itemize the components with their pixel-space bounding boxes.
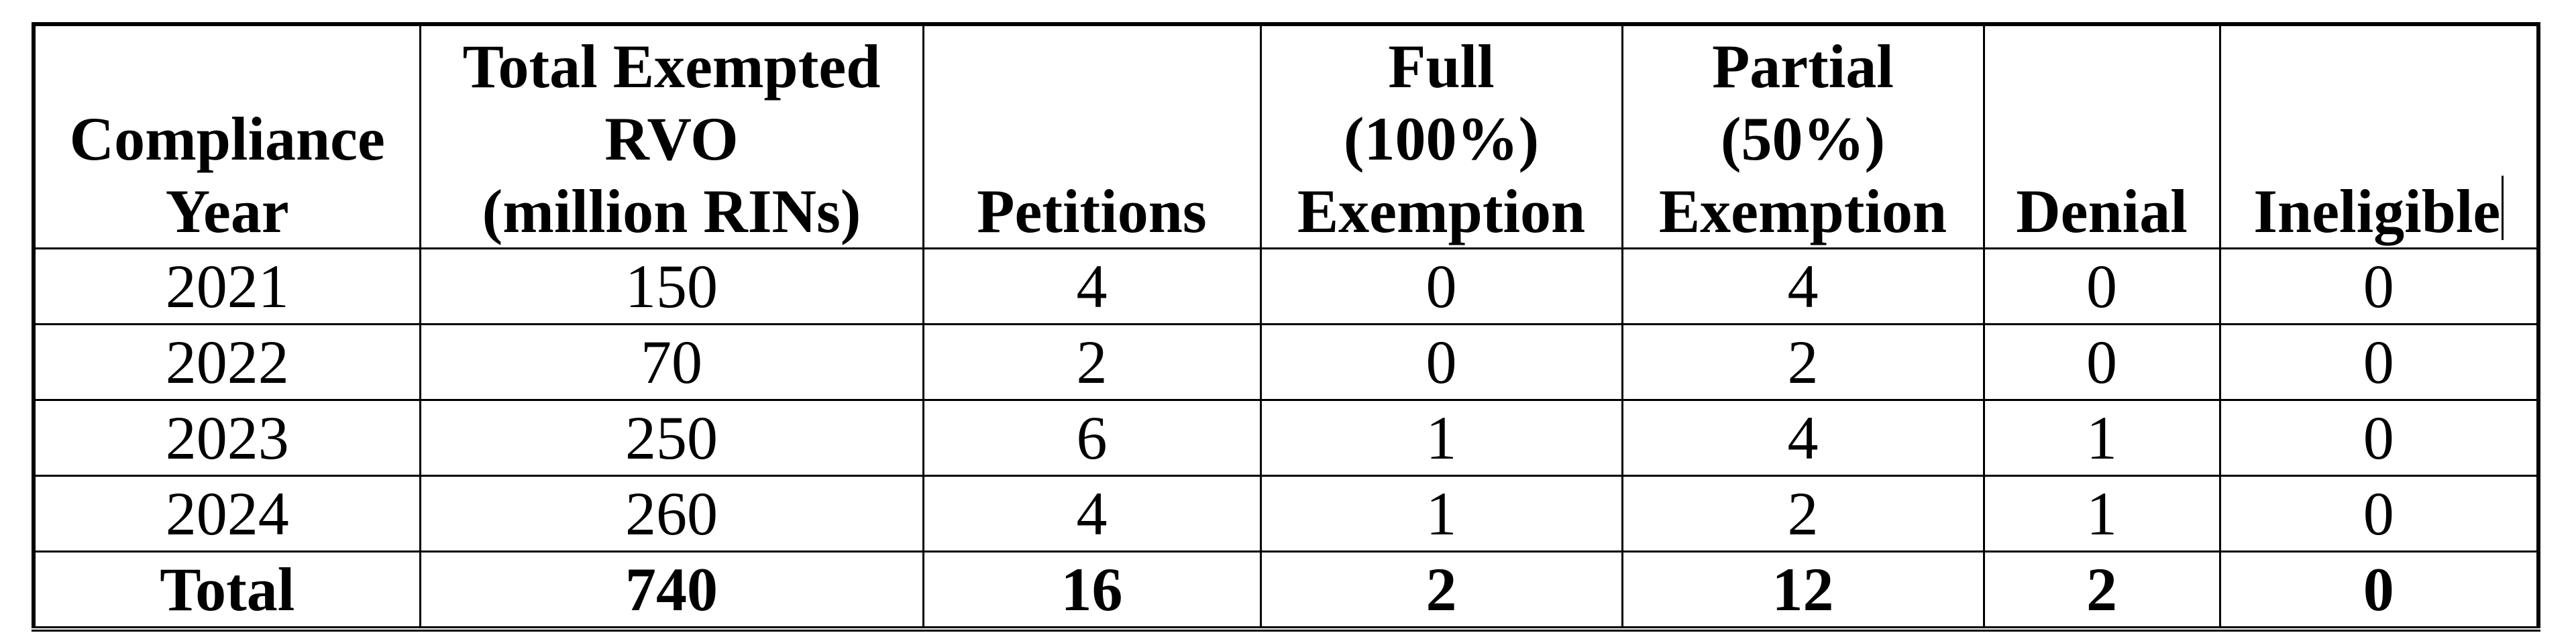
header-line: (100%) [1343,105,1540,173]
table-cell: 4 [922,247,1262,325]
table-cell: 0 [1982,247,2221,325]
table-cell: 740 [419,550,924,630]
header-line: Denial [2016,177,2188,245]
header-line: Total Exempted [462,32,881,101]
table-cell: 1 [1259,475,1623,553]
header-denial: Denial [1982,23,2221,249]
header-line: Exemption [1297,177,1586,245]
table-cell: 16 [922,550,1262,630]
header-row: Compliance Year Total Exempted RVO (million… [32,23,2540,249]
table-cell: 0 [1982,323,2221,401]
header-line: Year [165,177,289,245]
table-cell: 1 [1982,399,2221,477]
table-cell: 2 [922,323,1262,401]
header-line: Compliance [69,105,385,173]
table-cell: 0 [1259,323,1623,401]
header-ineligible: Ineligible [2218,23,2540,249]
table-cell: 12 [1621,550,1985,630]
table-cell: 150 [419,247,924,325]
table-cell: 70 [419,323,924,401]
table-cell: 4 [1621,247,1985,325]
table-cell: 6 [922,399,1262,477]
table-row: 2023 250 6 1 4 1 0 [32,399,2540,477]
table-cell: 0 [1259,247,1623,325]
table-cell: 1 [1259,399,1623,477]
text-cursor [2502,176,2504,240]
header-line: Exemption [1658,177,1947,245]
header-total-exempted-rvo: Total Exempted RVO (million RINs) [419,23,924,249]
row-label-cell: 2021 [32,247,421,325]
table-row: 2024 260 4 1 2 1 0 [32,475,2540,553]
header-line: RVO [604,105,739,173]
header-compliance-year: Compliance Year [32,23,421,249]
table-cell: 0 [2218,550,2540,630]
row-label-cell: 2024 [32,475,421,553]
row-label-cell: Total [32,550,421,630]
table-cell: 0 [2218,475,2540,553]
row-label-cell: 2022 [32,323,421,401]
table-row: 2021 150 4 0 4 0 0 [32,247,2540,325]
header-line: Partial [1712,32,1894,101]
header-line: Full [1388,32,1495,101]
table-cell: 2 [1621,475,1985,553]
table-cell: 1 [1982,475,2221,553]
table-cell: 0 [2218,247,2540,325]
table-row: 2022 70 2 0 2 0 0 [32,323,2540,401]
table-cell: 0 [2218,399,2540,477]
header-line: (million RINs) [482,177,861,245]
table-cell: 2 [1982,550,2221,630]
table-cell: 2 [1259,550,1623,630]
table-cell: 2 [1621,323,1985,401]
header-full-exemption: Full (100%) Exemption [1259,23,1623,249]
table-cell: 4 [922,475,1262,553]
total-row: Total 740 16 2 12 2 0 [32,550,2540,630]
header-petitions: Petitions [922,23,1262,249]
header-line: Petitions [977,177,1207,245]
header-partial-exemption: Partial (50%) Exemption [1621,23,1985,249]
table-cell: 260 [419,475,924,553]
table-cell: 0 [2218,323,2540,401]
header-line: Ineligible [2253,177,2501,245]
exemption-petitions-table: Compliance Year Total Exempted RVO (million… [32,22,2540,632]
header-line: (50%) [1720,105,1886,173]
row-label-cell: 2023 [32,399,421,477]
table-cell: 4 [1621,399,1985,477]
table-cell: 250 [419,399,924,477]
